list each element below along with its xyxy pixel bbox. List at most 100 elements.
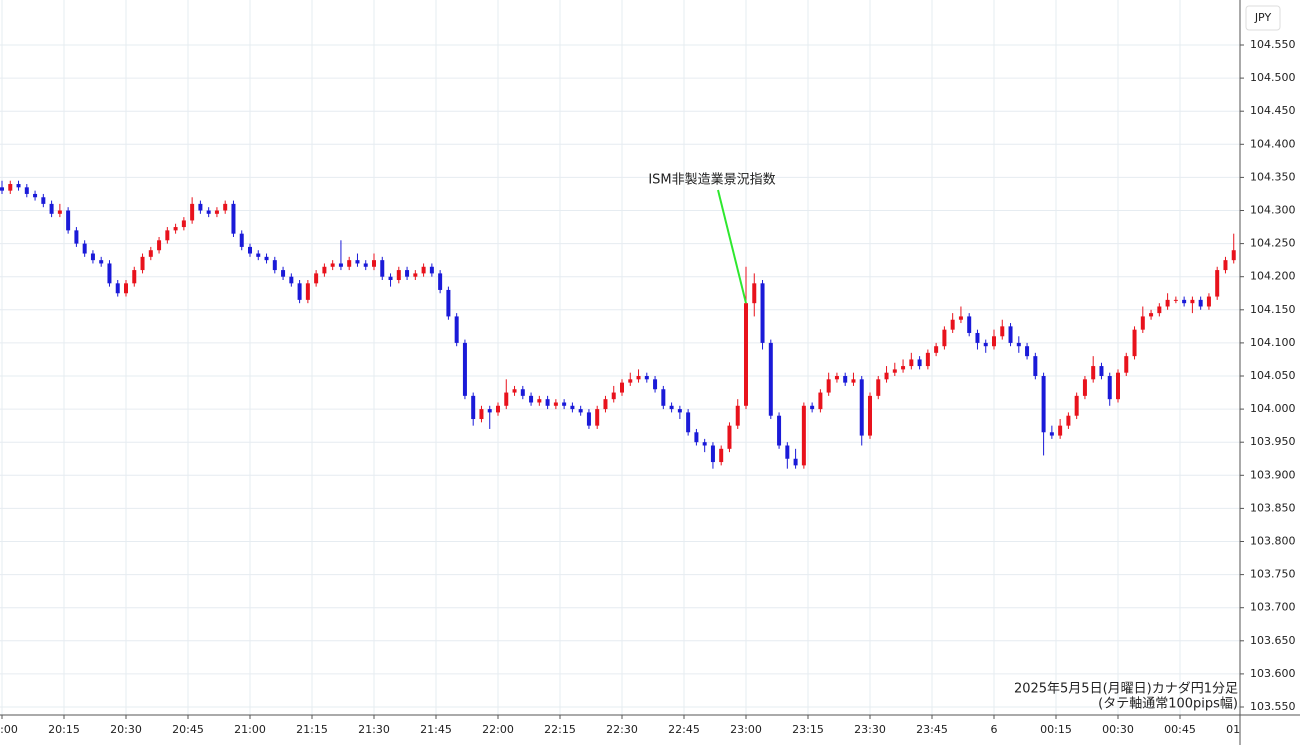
candle-body [462, 342, 467, 396]
y-tick-label: 103.700 [1250, 601, 1296, 614]
annotation-text: ISM非製造業景況指数 [648, 172, 775, 188]
candle-body [256, 253, 261, 257]
x-tick-label: 22:15 [544, 723, 576, 736]
candle-body [570, 405, 575, 410]
candle-body [661, 389, 666, 406]
candle-body [785, 445, 790, 459]
candle-body [595, 409, 600, 426]
y-axis: 103.550 103.600 103.650 103.700 103.750 103.8… [1240, 38, 1296, 713]
candle-body [347, 260, 352, 267]
candle-body [239, 233, 244, 247]
candle-body [578, 409, 583, 413]
candle-body [1215, 270, 1220, 297]
candle-body [314, 273, 319, 284]
candle-body [768, 342, 773, 416]
candle-body [1132, 329, 1137, 357]
candle-body [826, 379, 831, 393]
candle-body [520, 389, 525, 396]
x-tick-label: 00:45 [1164, 723, 1196, 736]
candle-body [1116, 372, 1120, 400]
candle-body [686, 412, 691, 433]
candle-body [917, 359, 922, 367]
candle-body [909, 359, 914, 367]
candle-body [363, 263, 368, 267]
candle-body [1049, 432, 1054, 436]
candle-body [537, 399, 542, 403]
candle-body [677, 409, 682, 413]
price-axis-panel [1240, 0, 1300, 745]
candle-body [372, 260, 376, 267]
candle-body [66, 210, 71, 231]
x-tick-label: 6 [991, 723, 998, 736]
candle-body [744, 303, 748, 406]
candle-body [272, 260, 277, 271]
candle-body [1058, 425, 1063, 436]
candle-body [24, 187, 29, 194]
y-tick-label: 104.350 [1250, 170, 1296, 183]
candle-body [1025, 346, 1030, 357]
x-tick-label: 20:45 [172, 723, 204, 736]
candle-body [834, 376, 839, 380]
candle-body [1016, 342, 1021, 347]
candle-body [165, 230, 170, 241]
candle-body [1074, 395, 1079, 416]
candle-body [181, 220, 186, 228]
x-tick-label: 20:15 [48, 723, 80, 736]
candle-body [586, 412, 591, 426]
candle-body [1099, 366, 1104, 376]
candle-body [140, 256, 145, 271]
candle-body [305, 283, 310, 300]
candle-body [512, 389, 517, 393]
candle-body [49, 203, 54, 214]
candle-body [388, 276, 393, 281]
y-tick-label: 104.250 [1250, 237, 1296, 250]
candle-body [223, 203, 228, 211]
candle-body [967, 316, 972, 333]
candle-body [57, 210, 62, 214]
candle-body [1157, 306, 1162, 314]
candle-body [793, 458, 798, 466]
y-tick-label: 103.800 [1250, 535, 1296, 548]
candle-body [8, 184, 13, 191]
y-tick-label: 104.150 [1250, 303, 1296, 316]
x-tick-label: 22:00 [482, 723, 514, 736]
candle-body [983, 342, 988, 347]
candle-body [405, 270, 410, 277]
candle-body [82, 243, 87, 254]
caption: (タテ軸通常100pips幅) [1098, 697, 1238, 712]
candle-body [90, 253, 95, 261]
candle-body [124, 283, 128, 294]
candle-body [438, 273, 443, 290]
candle-body [851, 379, 856, 383]
x-tick-label: 22:30 [606, 723, 638, 736]
candle-body [735, 405, 740, 426]
candle-body [975, 332, 980, 343]
candle-body [1149, 313, 1154, 317]
plot-area [0, 180, 1236, 469]
candle-body [41, 197, 46, 204]
candle-body [504, 392, 509, 406]
candle-body [1107, 376, 1112, 400]
candle-body [248, 246, 252, 254]
candle-body [198, 203, 203, 211]
candle-body [876, 379, 881, 396]
y-tick-label: 104.450 [1250, 104, 1296, 117]
y-tick-label: 103.600 [1250, 667, 1296, 680]
x-tick-label: 20:00 [0, 723, 18, 736]
candle-body [1091, 366, 1096, 380]
candle-body [545, 399, 550, 406]
candle-body [628, 379, 633, 383]
x-tick-label: 21:30 [358, 723, 390, 736]
annotation-line [717, 189, 747, 304]
candle-body [132, 270, 137, 284]
candle-body [1182, 299, 1187, 304]
candle-body [892, 369, 897, 373]
y-tick-label: 103.950 [1250, 435, 1296, 448]
y-tick-label: 104.300 [1250, 204, 1296, 217]
candle-body [1033, 356, 1038, 376]
candle-body [727, 425, 732, 449]
candle-body [925, 352, 930, 367]
candle-body [843, 376, 848, 383]
grid [0, 0, 1243, 715]
